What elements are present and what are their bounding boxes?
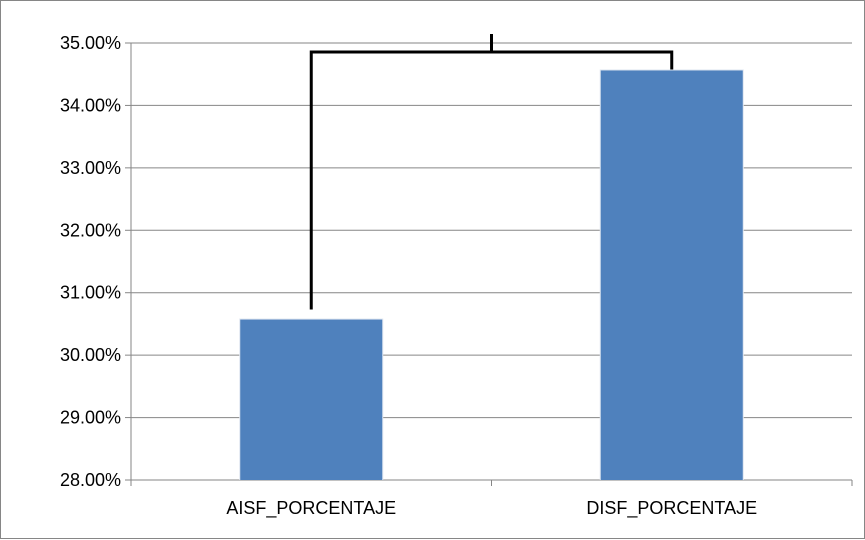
y-tick-label: 32.00% bbox=[60, 220, 121, 240]
x-category-label: AISF_PORCENTAJE bbox=[226, 498, 396, 519]
y-tick-label: 34.00% bbox=[60, 95, 121, 115]
bar bbox=[600, 70, 743, 481]
x-category-label: DISF_PORCENTAJE bbox=[586, 498, 757, 519]
y-tick-label: 31.00% bbox=[60, 283, 121, 303]
bar bbox=[240, 319, 383, 480]
y-tick-label: 30.00% bbox=[60, 345, 121, 365]
y-tick-label: 28.00% bbox=[60, 470, 121, 490]
y-tick-label: 35.00% bbox=[60, 33, 121, 53]
y-tick-label: 29.00% bbox=[60, 408, 121, 428]
y-tick-label: 33.00% bbox=[60, 158, 121, 178]
